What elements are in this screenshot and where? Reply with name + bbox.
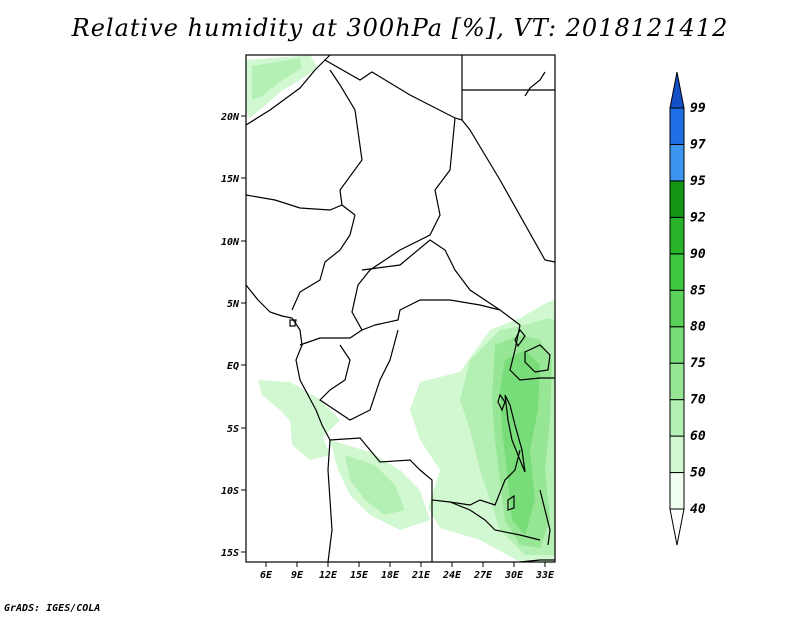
- humidity-patch-coast: [258, 380, 340, 440]
- colorbar-box: [669, 216, 685, 255]
- colorbar-box: [669, 472, 685, 510]
- colorbar-label: 75: [690, 356, 706, 371]
- lon-label: 21E: [411, 570, 431, 581]
- border-algeria-libya: [245, 54, 331, 126]
- humidity-patch-southwest: [290, 420, 330, 460]
- border-zambia-north: [449, 501, 541, 541]
- border-niger-nigeria: [245, 194, 343, 211]
- lon-label: 18E: [381, 570, 400, 581]
- colorbar-box: [669, 143, 685, 182]
- colorbar-boxes: [669, 107, 685, 510]
- colorbar-box: [669, 253, 685, 291]
- lat-label: 10N: [221, 237, 240, 248]
- colorbar-box: [669, 435, 685, 474]
- border-lake-malawi: [539, 489, 551, 546]
- humidity-shading: [246, 55, 555, 562]
- border-car-north: [361, 239, 521, 326]
- colorbar-label: 92: [690, 210, 706, 225]
- humidity-patch-south-core: [345, 455, 405, 515]
- lon-label: 27E: [473, 570, 493, 581]
- lat-axis: 20N 15N 10N 5N EQ 5S 10S 15S: [220, 112, 246, 559]
- colorbar-label: 99: [690, 101, 706, 116]
- map-frame: [245, 54, 556, 563]
- border-chad-sudan: [351, 117, 456, 331]
- lon-label: 12E: [319, 570, 338, 581]
- border-lake-victoria: [524, 344, 551, 373]
- border-east-coast: [519, 71, 555, 563]
- colorbar-label: 97: [690, 137, 706, 152]
- colorbar-label: 40: [690, 502, 706, 517]
- border-mweru: [507, 494, 515, 511]
- lat-label: 5S: [227, 424, 239, 435]
- border-drc-angola: [329, 437, 521, 506]
- border-nigeria-cameroon: [291, 214, 356, 311]
- colorbar-label: 70: [690, 393, 706, 408]
- border-lake-kivu: [497, 393, 506, 412]
- colorbar-label: 85: [690, 283, 706, 298]
- humidity-patch-northeast-small: [520, 62, 550, 95]
- lat-label: 15S: [221, 548, 239, 559]
- border-island-bioko: [289, 319, 297, 327]
- colorbar-high-triangle: [669, 71, 685, 109]
- lon-axis: 6E 9E 12E 15E 18E 21E 24E 27E 30E 33E: [260, 562, 555, 581]
- footer-credit: GrADS: IGES/COLA: [4, 603, 101, 614]
- lat-label: 5N: [227, 299, 240, 310]
- border-lake-tanganyika: [504, 394, 526, 473]
- border-sudan-south: [461, 119, 556, 263]
- lon-label: 6E: [260, 570, 273, 581]
- colorbar-labels: 40 50 60 70 75 80 85 90 92 95 97 99: [690, 101, 706, 517]
- map-panel: [245, 54, 556, 563]
- border-car-south: [374, 299, 501, 326]
- colorbar-label: 90: [690, 247, 706, 262]
- lon-label: 30E: [504, 570, 524, 581]
- colorbar-box: [669, 180, 685, 218]
- colorbar-label: 80: [690, 320, 706, 335]
- colorbar-box: [669, 399, 685, 437]
- lon-label: 9E: [291, 570, 304, 581]
- humidity-patch-northwest-core: [252, 58, 302, 100]
- colorbar-low-triangle: [669, 508, 685, 546]
- lat-label: 20N: [220, 112, 240, 123]
- border-congo: [319, 329, 399, 421]
- lon-label: 24E: [442, 570, 462, 581]
- country-borders: [245, 54, 556, 563]
- lat-label: 10S: [221, 486, 239, 497]
- colorbar-label: 60: [690, 429, 706, 444]
- colorbar-box: [669, 326, 685, 364]
- lon-label: 33E: [535, 570, 555, 581]
- colorbar-label: 95: [690, 174, 706, 189]
- colorbar-box: [669, 107, 685, 145]
- lat-label: EQ: [227, 361, 239, 372]
- lat-label: 15N: [221, 174, 240, 185]
- colorbar-box: [669, 289, 685, 328]
- colorbar-box: [669, 362, 685, 401]
- border-cameroon-gabon: [299, 329, 363, 346]
- lon-label: 15E: [350, 570, 369, 581]
- coastline-west: [245, 284, 333, 563]
- chart-title: Relative humidity at 300hPa [%], VT: 201…: [71, 14, 729, 42]
- border-uganda: [509, 324, 555, 381]
- border-lake-albert: [514, 328, 526, 348]
- colorbar: 40 50 60 70 75 80 85 90 92 95 97 99: [669, 71, 706, 546]
- colorbar-label: 50: [690, 466, 706, 481]
